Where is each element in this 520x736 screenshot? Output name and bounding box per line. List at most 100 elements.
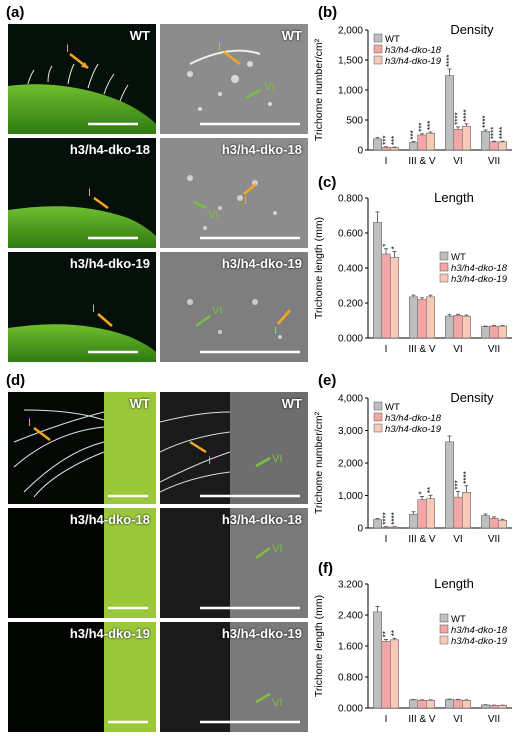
- y-tick-label: 0.000: [338, 704, 363, 715]
- legend-label: h3/h4-dko-18: [385, 413, 442, 424]
- bar: [481, 326, 490, 339]
- leaf-photo-dko18: I h3/h4-dko-18: [8, 138, 156, 248]
- x-tick-label: VI: [453, 156, 462, 167]
- legend-swatch: [439, 635, 449, 645]
- legend-swatch: [373, 55, 383, 65]
- sem-photo-title: h3/h4-dko-19: [221, 256, 302, 271]
- significance-mark: ****: [462, 471, 471, 483]
- y-tick-label: 2,000: [338, 26, 363, 37]
- sem-image: VI: [200, 622, 308, 732]
- legend-label: h3/h4-dko-18: [385, 45, 442, 56]
- significance-mark: ***: [454, 480, 463, 489]
- bar: [498, 325, 507, 339]
- bar: [462, 700, 471, 709]
- significance-mark: ***: [426, 121, 435, 130]
- bar: [409, 142, 418, 151]
- bar: [381, 526, 391, 529]
- leaf-photo-wt: I WT: [8, 24, 156, 134]
- legend-swatch: [439, 613, 449, 623]
- y-tick-label: 3,000: [338, 426, 363, 437]
- y-tick-label: 0: [357, 146, 363, 157]
- significance-mark: ****: [481, 115, 490, 127]
- svg-text:I: I: [92, 303, 95, 315]
- bar: [373, 138, 382, 151]
- x-tick-label: I: [385, 344, 388, 355]
- panel-label-b: (b): [318, 4, 338, 21]
- y-tick-label: 0.600: [338, 229, 363, 240]
- bar: [445, 75, 454, 151]
- leaf-photo-title: h3/h4-dko-18: [69, 142, 150, 157]
- y-tick-label: 0.800: [338, 194, 363, 205]
- y-tick-label: 0.400: [338, 264, 363, 275]
- y-tick-label: 2.400: [338, 611, 363, 622]
- significance-mark: ***: [418, 122, 427, 131]
- legend-swatch: [439, 262, 449, 272]
- svg-text:I: I: [208, 455, 211, 467]
- bar: [462, 315, 471, 339]
- bar: [417, 134, 427, 151]
- significance-mark: ****: [454, 112, 463, 124]
- svg-text:I: I: [28, 417, 31, 429]
- svg-text:I: I: [66, 43, 69, 55]
- bar: [373, 222, 382, 339]
- bar: [481, 131, 490, 151]
- bar: [409, 296, 418, 339]
- panel-label-d: (d): [6, 372, 26, 389]
- chart-title: Length: [434, 576, 474, 591]
- panel-label-e: (e): [318, 372, 337, 389]
- leaf-image: I: [8, 303, 156, 362]
- x-tick-label: VII: [488, 344, 500, 355]
- significance-mark: *: [390, 246, 399, 249]
- significance-mark: **: [426, 487, 435, 493]
- stem-photo-title: h3/h4-dko-18: [69, 512, 150, 527]
- y-tick-label: 3.200: [338, 580, 363, 591]
- bar: [373, 611, 382, 709]
- svg-text:VI: VI: [272, 697, 282, 709]
- svg-text:I: I: [244, 195, 247, 207]
- legend-label: h3/h4-dko-18: [451, 625, 508, 636]
- chart-title: Density: [450, 390, 494, 405]
- svg-text:VI: VI: [272, 543, 282, 555]
- x-tick-label: III & V: [408, 714, 436, 725]
- y-tick-label: 1,000: [338, 491, 363, 502]
- bar: [489, 705, 499, 709]
- bar: [426, 296, 435, 339]
- stem-image: [104, 622, 156, 732]
- significance-mark: ****: [490, 127, 499, 139]
- bar: [453, 699, 463, 709]
- significance-mark: ****: [445, 55, 454, 67]
- significance-mark: ***: [409, 130, 418, 139]
- chart-c-length-leaf: 0.000 0.200 0.400 0.600 0.800 Trichome length…: [313, 190, 512, 355]
- svg-text:I: I: [88, 187, 91, 199]
- bar: [381, 253, 391, 339]
- y-tick-label: 0: [357, 524, 363, 535]
- y-tick-label: 1,500: [338, 56, 363, 67]
- significance-mark: ****: [390, 512, 399, 524]
- stem-photo-title: h3/h4-dko-19: [69, 626, 150, 641]
- significance-mark: *: [418, 491, 427, 494]
- legend-label: h3/h4-dko-19: [451, 636, 508, 647]
- significance-mark: **: [390, 630, 399, 636]
- legend-label: WT: [451, 614, 466, 625]
- bar: [381, 641, 391, 709]
- bar: [390, 257, 399, 339]
- bar: [409, 699, 418, 709]
- y-axis-label: Trichome length (mm): [313, 217, 325, 319]
- sem-image: VI I: [187, 299, 300, 354]
- sem-image: I VI: [187, 175, 300, 240]
- svg-text:I: I: [218, 41, 221, 53]
- stem-sem-dko18: VI h3/h4-dko-18: [160, 508, 308, 618]
- bar: [489, 325, 499, 339]
- sem-photo-title: WT: [281, 28, 302, 43]
- panel-label-f: (f): [318, 560, 333, 577]
- bar: [453, 496, 463, 529]
- leaf-sem-dko19: VI I h3/h4-dko-19: [160, 252, 308, 362]
- legend-label: WT: [385, 402, 400, 413]
- x-tick-label: VI: [453, 714, 462, 725]
- bar: [498, 141, 507, 151]
- x-tick-label: I: [385, 534, 388, 545]
- legend-swatch: [373, 401, 383, 411]
- panel-label-c: (c): [318, 174, 337, 191]
- bar: [390, 147, 399, 151]
- bar: [445, 441, 454, 529]
